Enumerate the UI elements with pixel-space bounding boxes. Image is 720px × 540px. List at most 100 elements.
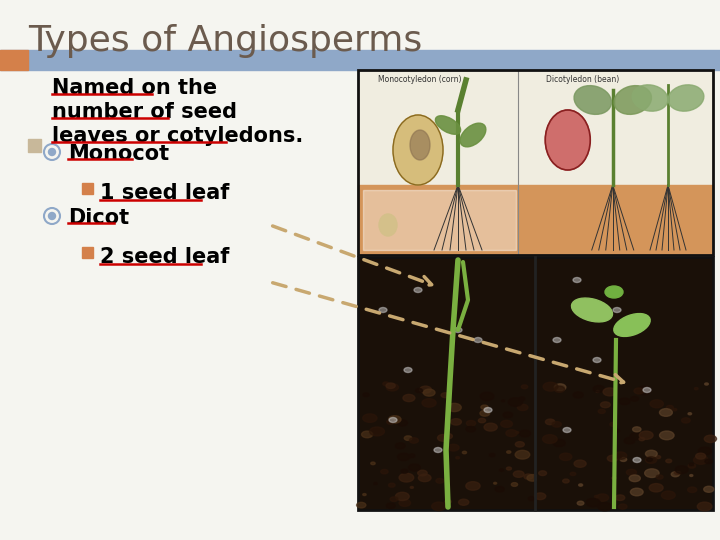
Ellipse shape: [466, 426, 475, 432]
Ellipse shape: [598, 503, 612, 511]
Ellipse shape: [481, 405, 488, 409]
Ellipse shape: [596, 494, 608, 501]
Ellipse shape: [506, 467, 511, 470]
Ellipse shape: [689, 463, 693, 465]
Ellipse shape: [422, 399, 436, 407]
Ellipse shape: [703, 486, 714, 492]
Ellipse shape: [682, 418, 690, 423]
Ellipse shape: [598, 409, 606, 414]
Ellipse shape: [586, 498, 600, 507]
Bar: [82, 183, 93, 194]
Ellipse shape: [420, 386, 431, 393]
Text: Dicotyledon (bean): Dicotyledon (bean): [546, 75, 618, 84]
Bar: [537, 259, 711, 508]
Ellipse shape: [410, 130, 430, 160]
Ellipse shape: [574, 460, 586, 467]
Ellipse shape: [534, 493, 546, 500]
Ellipse shape: [643, 388, 651, 393]
Ellipse shape: [508, 398, 523, 406]
Ellipse shape: [490, 454, 495, 457]
Ellipse shape: [500, 420, 513, 428]
Ellipse shape: [397, 420, 408, 426]
Ellipse shape: [436, 478, 444, 483]
Ellipse shape: [668, 85, 704, 111]
Ellipse shape: [649, 484, 663, 492]
Ellipse shape: [401, 469, 408, 473]
Ellipse shape: [395, 443, 405, 449]
Ellipse shape: [397, 453, 410, 461]
Ellipse shape: [554, 386, 564, 392]
Ellipse shape: [624, 437, 635, 444]
Ellipse shape: [546, 419, 555, 424]
Ellipse shape: [459, 499, 469, 505]
Ellipse shape: [363, 414, 377, 422]
Ellipse shape: [528, 497, 535, 501]
Ellipse shape: [660, 409, 672, 416]
Ellipse shape: [474, 338, 482, 342]
Ellipse shape: [570, 472, 576, 476]
Ellipse shape: [404, 368, 412, 373]
Ellipse shape: [521, 385, 528, 389]
Ellipse shape: [705, 383, 708, 385]
Ellipse shape: [632, 85, 668, 111]
Ellipse shape: [389, 416, 401, 423]
Ellipse shape: [666, 459, 672, 463]
Text: Monocotyledon (corn): Monocotyledon (corn): [378, 75, 462, 84]
Ellipse shape: [553, 338, 561, 342]
Ellipse shape: [696, 453, 706, 459]
Ellipse shape: [399, 500, 410, 507]
Ellipse shape: [552, 422, 562, 427]
Ellipse shape: [605, 286, 623, 298]
Ellipse shape: [631, 396, 639, 401]
Ellipse shape: [432, 502, 446, 511]
Ellipse shape: [480, 410, 490, 416]
Bar: [358, 185, 713, 255]
Ellipse shape: [595, 495, 598, 498]
Ellipse shape: [645, 450, 657, 457]
Ellipse shape: [539, 471, 546, 476]
Ellipse shape: [415, 389, 423, 393]
Ellipse shape: [704, 435, 716, 442]
Ellipse shape: [646, 457, 657, 463]
Text: number of seed: number of seed: [52, 102, 237, 122]
Ellipse shape: [462, 451, 467, 454]
Ellipse shape: [460, 123, 486, 147]
Ellipse shape: [579, 484, 582, 486]
Ellipse shape: [414, 287, 422, 293]
Ellipse shape: [694, 388, 698, 390]
Ellipse shape: [600, 402, 611, 408]
Ellipse shape: [466, 482, 480, 490]
Ellipse shape: [494, 482, 497, 484]
Ellipse shape: [456, 457, 459, 459]
Ellipse shape: [614, 314, 650, 336]
Ellipse shape: [527, 475, 538, 481]
Text: leaves or cotyledons.: leaves or cotyledons.: [52, 126, 303, 146]
Ellipse shape: [633, 427, 641, 432]
Ellipse shape: [639, 431, 653, 440]
Ellipse shape: [563, 428, 571, 433]
Ellipse shape: [573, 392, 583, 398]
Ellipse shape: [484, 423, 498, 431]
Ellipse shape: [495, 487, 504, 492]
Ellipse shape: [436, 116, 461, 134]
Ellipse shape: [454, 327, 462, 333]
Ellipse shape: [371, 462, 375, 465]
Ellipse shape: [593, 357, 601, 362]
Ellipse shape: [503, 412, 513, 418]
Ellipse shape: [549, 420, 554, 422]
Ellipse shape: [507, 451, 510, 453]
Ellipse shape: [423, 389, 435, 396]
Text: Named on the: Named on the: [52, 78, 217, 98]
Ellipse shape: [448, 403, 462, 411]
Ellipse shape: [390, 497, 398, 502]
Ellipse shape: [614, 452, 626, 460]
Ellipse shape: [607, 455, 618, 462]
Ellipse shape: [513, 471, 524, 477]
Ellipse shape: [372, 429, 379, 433]
Ellipse shape: [603, 388, 616, 396]
Ellipse shape: [511, 483, 518, 487]
Ellipse shape: [438, 435, 449, 441]
Ellipse shape: [630, 433, 642, 440]
Ellipse shape: [616, 455, 621, 458]
Ellipse shape: [399, 473, 414, 482]
